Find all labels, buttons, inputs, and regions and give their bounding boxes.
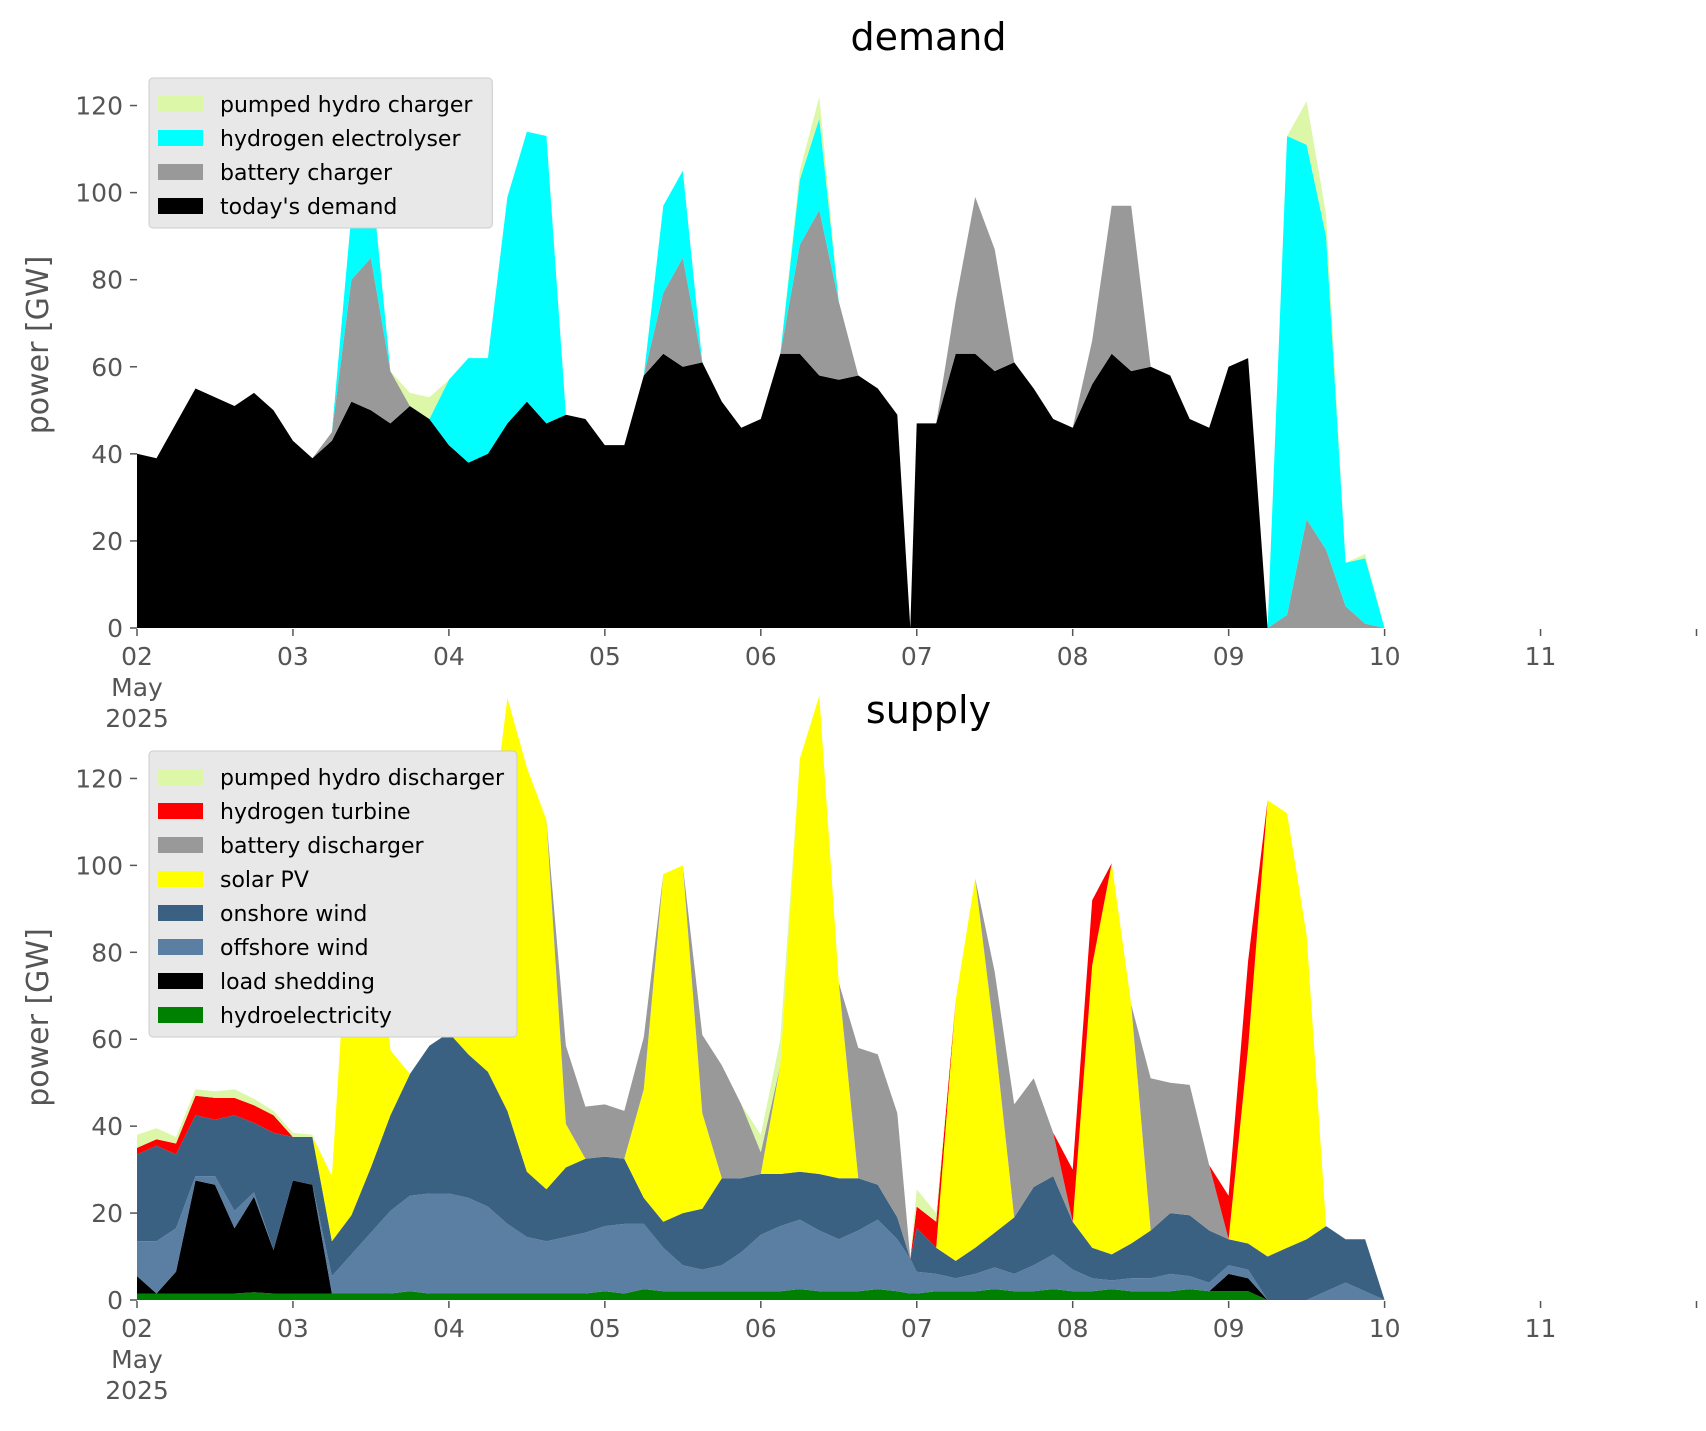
y-axis-label: power [GW] [21,928,56,1107]
x-tick-label: 03 [277,642,309,671]
chart-title: supply [866,688,991,732]
area-offshore-wind [137,1176,1385,1300]
legend-label-offshore-wind: offshore wind [220,936,369,961]
legend-label-hydrogen-turbine: hydrogen turbine [220,800,411,825]
y-tick-label: 20 [91,527,123,556]
y-tick-label: 40 [91,440,123,469]
x-tick-label: 07 [901,1314,933,1343]
y-tick-label: 20 [91,1199,123,1228]
x-tick-label: May [111,1345,163,1374]
x-tick-label: May [111,673,163,702]
x-tick-label: 06 [745,1314,777,1343]
area-today-s-demand [137,353,1385,628]
legend-swatch-today-s-demand [158,198,203,214]
x-tick-label: 02 [121,1314,153,1343]
x-tick-label: 09 [1213,642,1245,671]
x-tick-label: 2025 [105,1376,169,1405]
x-tick-label: 2025 [105,704,169,733]
area-hydroelectricity [137,1289,1385,1300]
y-tick-label: 60 [91,353,123,382]
area-series-group [137,96,1385,629]
x-tick-label: 06 [745,642,777,671]
x-tick-label: 03 [277,1314,309,1343]
legend-box [148,77,493,229]
x-tick-label: 11 [1525,642,1557,671]
x-tick-label: 07 [901,642,933,671]
legend-swatch-onshore-wind [158,905,203,921]
legend-label-battery-discharger: battery discharger [220,834,425,859]
y-tick-label: 0 [107,1286,123,1315]
legend-swatch-battery-discharger [158,837,203,853]
legend-swatch-battery-charger [158,164,203,180]
legend-swatch-hydrogen-turbine [158,803,203,819]
area-series-group [137,695,1385,1300]
legend-swatch-hydroelectricity [158,1007,203,1023]
y-tick-label: 60 [91,1025,123,1054]
legend-box [148,750,518,1038]
x-tick-label: 08 [1057,642,1089,671]
legend-label-load-shedding: load shedding [220,970,375,995]
area-load-shedding [137,1180,1385,1300]
x-tick-label: 05 [589,642,621,671]
legend-swatch-hydrogen-electrolyser [158,130,203,146]
legend: pumped hydro charger hydrogen electrolyse… [148,77,493,229]
area-battery-charger [137,197,1385,628]
legend-label-today-s-demand: today's demand [220,195,397,220]
legend-swatch-solar-pv [158,871,203,887]
x-tick-label: 02 [121,642,153,671]
legend-label-pumped-hydro-discharger: pumped hydro discharger [220,766,505,791]
y-axis-label: power [GW] [21,256,56,435]
legend-swatch-pumped-hydro-charger [158,96,203,112]
x-tick-label: 09 [1213,1314,1245,1343]
y-tick-label: 80 [91,266,123,295]
x-tick-label: 05 [589,1314,621,1343]
area-solar-pv [137,695,1385,1300]
legend-swatch-pumped-hydro-discharger [158,769,203,785]
chart-title: demand [850,15,1006,59]
legend-swatch-offshore-wind [158,939,203,955]
y-tick-label: 0 [107,614,123,643]
x-tick-label: 11 [1525,1314,1557,1343]
y-tick-label: 120 [75,764,123,793]
x-tick-label: 10 [1369,642,1401,671]
y-tick-label: 120 [75,92,123,121]
legend-swatch-load-shedding [158,973,203,989]
legend-label-pumped-hydro-charger: pumped hydro charger [220,93,473,118]
x-tick-label: 10 [1369,1314,1401,1343]
legend-label-hydrogen-electrolyser: hydrogen electrolyser [220,127,461,152]
x-tick-label: 08 [1057,1314,1089,1343]
y-tick-label: 100 [75,179,123,208]
legend-label-battery-charger: battery charger [220,161,393,186]
y-tick-label: 80 [91,938,123,967]
legend-label-hydroelectricity: hydroelectricity [220,1004,392,1029]
x-tick-label: 04 [433,1314,465,1343]
x-tick-label: 04 [433,642,465,671]
y-tick-label: 40 [91,1112,123,1141]
legend-label-solar-pv: solar PV [220,868,309,893]
y-tick-label: 100 [75,851,123,880]
area-onshore-wind [137,1032,1385,1300]
legend: pumped hydro discharger hydrogen turbine b… [148,750,518,1038]
legend-label-onshore-wind: onshore wind [220,902,367,927]
